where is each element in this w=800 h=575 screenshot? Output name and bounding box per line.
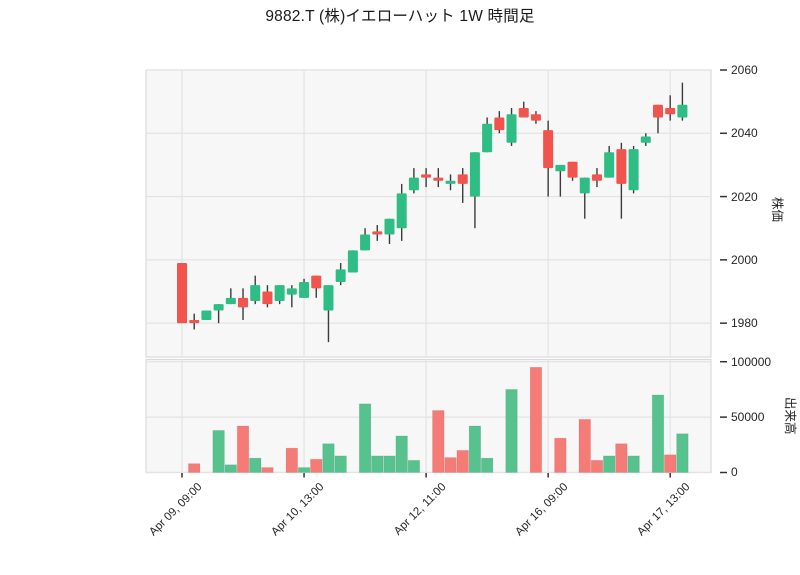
price-tick-label: 2000 xyxy=(731,253,758,267)
candle-up xyxy=(677,104,688,118)
candle-down xyxy=(616,149,627,184)
candle-down xyxy=(189,319,200,324)
price-tick-label: 2040 xyxy=(731,126,758,140)
candle-up xyxy=(408,177,419,191)
candle-up xyxy=(604,152,615,178)
candle-down xyxy=(518,107,529,118)
chart-title: 9882.T (株)イエローハット 1W 時間足 xyxy=(265,8,535,25)
price-tick-label: 2020 xyxy=(731,190,758,204)
candle-down xyxy=(421,174,432,178)
volume-tick-label: 50000 xyxy=(731,410,765,424)
volume-bar xyxy=(444,457,457,474)
candle-up xyxy=(250,285,261,301)
candle-up xyxy=(579,177,590,194)
candle-up xyxy=(396,193,407,229)
volume-bar xyxy=(334,455,347,474)
candle-up xyxy=(360,234,371,251)
candle-down xyxy=(652,104,663,118)
candle-up xyxy=(274,285,285,301)
volume-bar xyxy=(370,455,384,474)
candle-up xyxy=(323,285,334,311)
volume-bar xyxy=(468,425,482,473)
volume-bar xyxy=(578,418,592,473)
volume-bar xyxy=(322,443,335,473)
candle-up xyxy=(628,149,639,191)
volume-bar xyxy=(615,443,628,473)
volume-bar xyxy=(285,447,299,473)
volume-bar xyxy=(358,403,372,473)
candle-up xyxy=(482,123,493,153)
candle-up xyxy=(384,218,395,235)
volume-bar xyxy=(602,455,616,474)
volume-bar xyxy=(248,457,262,474)
volume-bar xyxy=(383,455,396,474)
candle-down xyxy=(238,297,249,308)
candle-down xyxy=(372,231,383,235)
volume-bar xyxy=(432,409,445,473)
volume-bar xyxy=(395,435,408,473)
price-tick-label: 2060 xyxy=(731,63,758,77)
candle-up xyxy=(225,297,236,305)
volume-tick-label: 100000 xyxy=(731,355,772,369)
candle-down xyxy=(530,114,541,121)
candle-up xyxy=(640,136,651,143)
candle-up xyxy=(445,180,456,184)
candle-up xyxy=(286,288,297,295)
candle-down xyxy=(591,174,602,181)
candle-down xyxy=(262,291,273,305)
volume-bar xyxy=(480,457,494,474)
candle-up xyxy=(213,304,224,311)
candle-down xyxy=(177,263,187,324)
volume-bar xyxy=(224,464,238,473)
volume-bar xyxy=(236,425,250,473)
volume-bar xyxy=(651,394,665,474)
candle-down xyxy=(433,177,444,181)
candle-up xyxy=(201,310,212,320)
volume-bar xyxy=(627,455,640,474)
price-axis-label: 株価 xyxy=(770,196,784,222)
candle-down xyxy=(543,130,554,169)
volume-axis-label: 出来高 xyxy=(783,397,797,435)
volume-bar xyxy=(212,429,225,473)
candle-up xyxy=(347,250,358,273)
candle-down xyxy=(567,161,578,178)
volume-bar xyxy=(505,388,518,474)
volume-bar xyxy=(663,454,677,473)
volume-bar xyxy=(309,458,323,473)
volume-bar xyxy=(554,437,567,473)
candle-up xyxy=(555,164,566,172)
candle-down xyxy=(457,174,468,184)
candle-down xyxy=(494,117,505,131)
candle-down xyxy=(665,107,676,115)
volume-bar xyxy=(676,433,689,474)
volume-bar xyxy=(297,467,311,474)
candle-up xyxy=(506,114,517,143)
volume-tick-label: 0 xyxy=(731,465,738,479)
volume-bar xyxy=(407,459,421,473)
volume-bar xyxy=(456,449,470,474)
candle-up xyxy=(469,152,480,197)
volume-bar xyxy=(529,366,543,474)
volume-bar xyxy=(261,467,274,474)
candle-down xyxy=(311,275,322,289)
price-panel xyxy=(145,69,712,358)
candle-up xyxy=(335,269,346,283)
volume-bar xyxy=(187,463,201,474)
candle-up xyxy=(299,282,310,298)
price-tick-label: 1980 xyxy=(731,316,758,330)
volume-bar xyxy=(590,459,604,473)
